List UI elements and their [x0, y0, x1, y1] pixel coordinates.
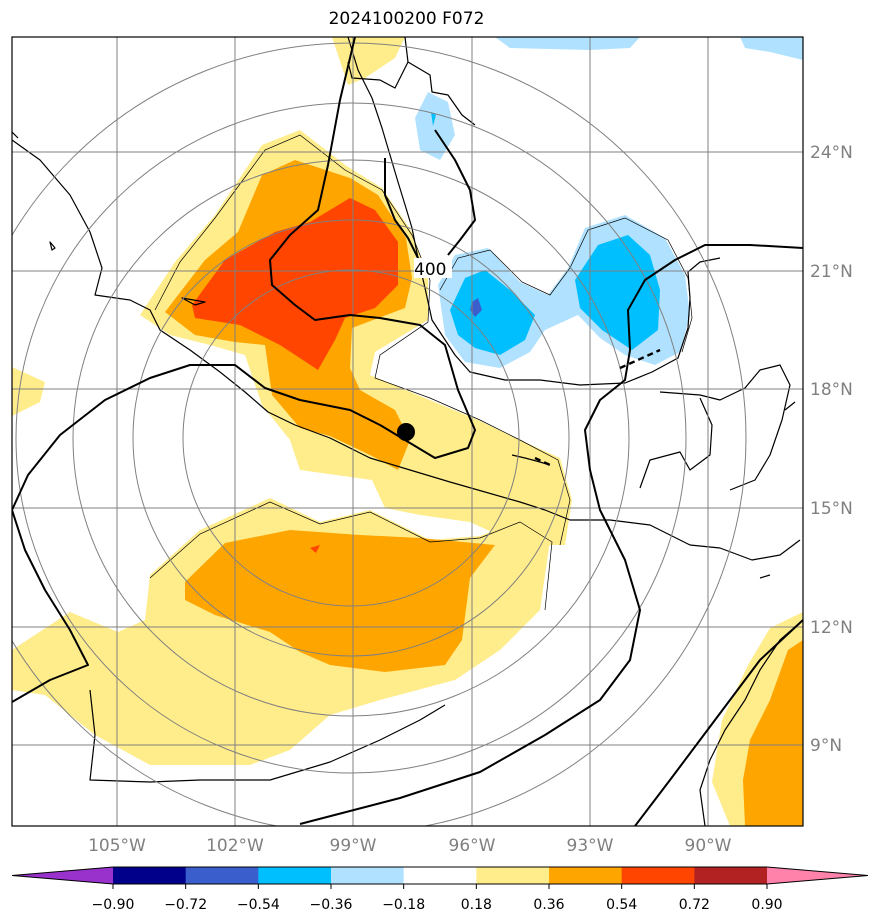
fill-orange-south — [185, 530, 495, 672]
dashed-contour — [534, 348, 661, 467]
colorbar-tick-label: 0.54 — [606, 897, 637, 913]
negative-anomaly-fill — [415, 37, 803, 368]
coast-central-am — [544, 509, 801, 561]
fill-cyan-gulf-east — [575, 235, 660, 350]
colorbar-extend-max — [767, 867, 868, 884]
lat-label-12n: 12°N — [810, 618, 853, 638]
coast-yucatan — [659, 364, 791, 491]
contour-thin-outline-north — [154, 134, 571, 546]
colorbar-extend-min — [12, 867, 113, 884]
colorbar-segment — [694, 867, 768, 884]
lon-label-105w: 105°W — [88, 836, 146, 856]
colorbar-tick-label: 0.18 — [461, 897, 492, 913]
colorbar — [11, 866, 869, 885]
latitude-labels: 24°N 21°N 18°N 15°N 12°N 9°N — [810, 143, 853, 756]
colorbar-ticks: −0.90 −0.72 −0.54 −0.36 −0.18 0.18 0.36 0.54 0.7… — [92, 884, 783, 913]
fill-orange-se — [743, 640, 803, 826]
contour-400 — [12, 37, 476, 511]
island-se — [784, 401, 796, 411]
lat-label-24n: 24°N — [810, 143, 853, 163]
island-1 — [181, 297, 206, 306]
colorbar-tick-label: 0.90 — [751, 897, 782, 913]
border-guatemala — [639, 397, 713, 489]
coast-cuba-frag — [759, 574, 771, 579]
storm-center-dot — [397, 423, 415, 441]
map-title: 2024100200 F072 — [328, 9, 485, 29]
fill-red-dot-1 — [310, 545, 320, 553]
contour-thin-outline-gulf — [439, 217, 693, 353]
contour-400-east — [434, 129, 476, 256]
coast-pacific-mexico — [12, 139, 546, 511]
colorbar-tick-label: −0.36 — [310, 897, 353, 913]
lat-label-9n: 9°N — [810, 736, 842, 756]
map-area: 400 — [12, 37, 803, 826]
colorbar-segment — [185, 867, 259, 884]
lat-label-21n: 21°N — [810, 262, 853, 282]
longitude-labels: 105°W 102°W 99°W 96°W 93°W 90°W — [88, 836, 732, 856]
colorbar-tick-label: 0.72 — [679, 897, 710, 913]
colorbar-segment — [113, 867, 187, 884]
coast-gulf-mexico — [347, 37, 721, 386]
contour-se-edge — [634, 619, 803, 826]
lon-label-99w: 99°W — [330, 836, 377, 856]
colorbar-segment — [621, 867, 695, 884]
lon-label-102w: 102°W — [206, 836, 264, 856]
island-2 — [49, 241, 56, 251]
fill-lightblue-top-2 — [740, 37, 803, 60]
height-contours — [12, 37, 803, 826]
colorbar-tick-label: −0.72 — [164, 897, 207, 913]
graticule — [12, 37, 803, 826]
positive-anomaly-fill — [12, 37, 803, 826]
contour-label-bg — [414, 258, 452, 278]
colorbar-segment — [549, 867, 623, 884]
fill-red-north — [192, 198, 398, 370]
colorbar-segment — [331, 867, 405, 884]
colorbar-tick-label: −0.54 — [237, 897, 280, 913]
fill-lightblue-bay — [415, 92, 455, 160]
colorbar-segment — [476, 867, 550, 884]
contour-east — [299, 244, 803, 825]
lat-label-15n: 15°N — [810, 499, 853, 519]
lat-label-18n: 18°N — [810, 380, 853, 400]
colorbar-tick-label: 0.36 — [533, 897, 564, 913]
fill-cyan-gulf-west — [450, 270, 535, 355]
fill-cyan-bay — [431, 112, 436, 126]
fill-indigo-spot — [470, 298, 482, 317]
colorbar-tick-label: −0.18 — [382, 897, 425, 913]
island-west — [12, 131, 19, 139]
colorbar-tick-label: −0.90 — [92, 897, 135, 913]
fill-yellow-west — [12, 367, 45, 416]
contour-west — [12, 509, 89, 703]
fill-lightblue-top-1 — [495, 37, 640, 50]
border-us-mx — [347, 61, 409, 89]
lon-label-93w: 93°W — [567, 836, 614, 856]
lon-label-96w: 96°W — [449, 836, 496, 856]
lon-label-90w: 90°W — [685, 836, 732, 856]
colorbar-segment — [258, 867, 332, 884]
map-frame — [11, 36, 804, 827]
colorbar-segment — [403, 867, 477, 884]
contour-label: 400 — [414, 260, 446, 280]
